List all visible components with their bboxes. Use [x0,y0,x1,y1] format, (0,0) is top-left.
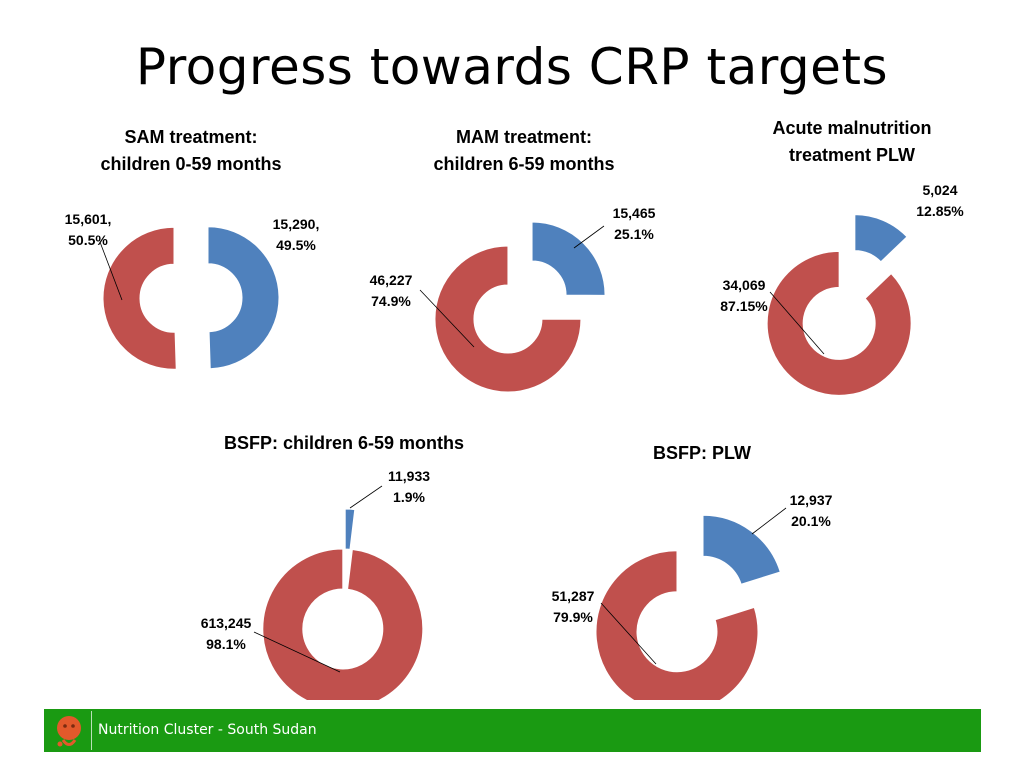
chart-title-line: treatment PLW [789,145,915,165]
doughnut-chart-4: BSFP: children 6-59 months 11,933 1.9% 613,… [201,433,464,700]
slice-remaining [434,245,582,393]
chart-title-line: children 0-59 months [100,154,281,174]
slice-achieved [854,214,908,263]
data-label: 12.85% [916,203,964,219]
data-label: 46,227 [370,272,413,288]
leader-line [600,602,657,665]
chart-title-line: Acute malnutrition [772,118,931,138]
nutrition-cluster-logo-icon [54,713,84,754]
slice-achieved [531,221,606,296]
data-label: 25.1% [614,226,654,242]
data-label: 11,933 [388,468,430,484]
leader-line [419,289,475,348]
data-label: 74.9% [371,293,411,309]
slice-remaining [102,226,177,370]
data-label: 15,601, [65,211,112,227]
leader-line [349,485,383,509]
chart-title-line: MAM treatment: [456,127,592,147]
data-label: 87.15% [720,298,768,314]
slice-remaining [595,550,759,700]
data-label: 49.5% [276,237,316,253]
data-label: 613,245 [201,615,252,631]
footer-divider [91,711,92,750]
data-label: 15,290, [273,216,320,232]
slice-remaining [262,548,424,700]
leader-line [99,241,123,301]
chart-title-line: SAM treatment: [124,127,257,147]
data-label: 1.9% [393,489,425,505]
data-label: 15,465 [613,205,656,221]
chart-title-line: BSFP: PLW [653,443,751,463]
footer-text: Nutrition Cluster - South Sudan [98,722,317,738]
charts-canvas: SAM treatment: children 0-59 months 15,290… [65,118,964,700]
chart-title-line: children 6-59 months [433,154,614,174]
data-label: 34,069 [723,277,766,293]
leader-line [573,225,605,249]
leader-line [751,507,787,535]
slice-achieved [702,514,781,585]
page-title: Progress towards CRP targets [135,38,889,96]
doughnut-chart-3: Acute malnutrition treatment PLW 5,024 12.8… [720,118,964,396]
data-label: 5,024 [922,182,957,198]
data-label: 20.1% [791,513,831,529]
data-label: 50.5% [68,232,108,248]
leader-line [253,631,341,673]
data-label: 98.1% [206,636,246,652]
doughnut-chart-1: SAM treatment: children 0-59 months 15,290… [65,127,320,370]
chart-title-line: BSFP: children 6-59 months [224,433,464,453]
leader-line [769,291,825,355]
doughnut-chart-2: MAM treatment: children 6-59 months 15,465… [370,127,656,393]
data-label: 51,287 [552,588,595,604]
slice-remaining [766,250,912,396]
data-label: 79.9% [553,609,593,625]
footer-bar: Nutrition Cluster - South Sudan [44,709,981,752]
data-label: 12,937 [790,492,833,508]
slice-achieved [207,226,280,370]
slice-achieved [344,508,356,550]
doughnut-chart-5: BSFP: PLW 12,937 20.1% 51,287 79.9% [552,443,833,700]
